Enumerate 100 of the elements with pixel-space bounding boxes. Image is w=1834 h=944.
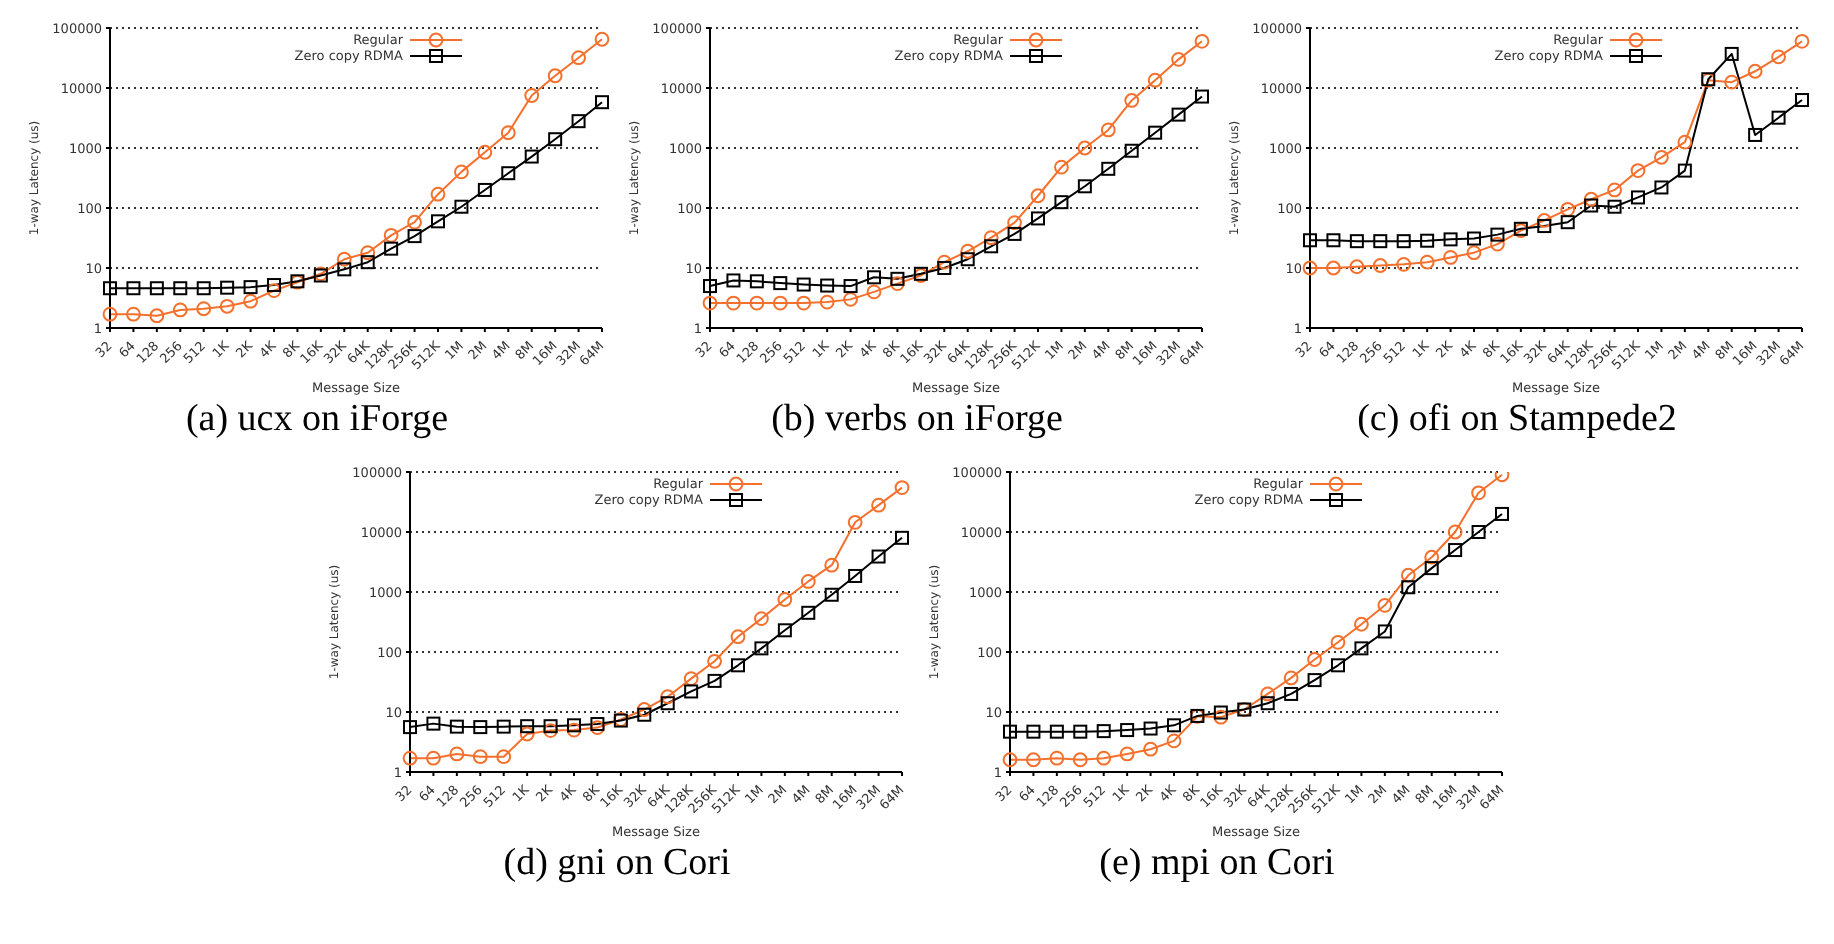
point [1535, 213, 1551, 228]
point [429, 186, 445, 202]
point [1489, 227, 1504, 242]
point [1170, 51, 1185, 67]
point [1399, 567, 1415, 583]
point [1489, 236, 1504, 252]
point [1095, 750, 1111, 766]
point [1194, 89, 1208, 104]
point [725, 273, 740, 288]
point [936, 261, 951, 275]
text: (d) gni on Cori [503, 840, 731, 888]
point [242, 280, 257, 295]
point [402, 720, 416, 735]
point [523, 88, 539, 103]
point [1123, 143, 1138, 158]
point [1470, 485, 1485, 501]
point [753, 611, 768, 627]
point [1494, 506, 1508, 521]
point [870, 497, 885, 513]
point [570, 114, 585, 129]
point [101, 306, 117, 322]
point [359, 245, 375, 261]
point [725, 295, 740, 311]
point [1053, 195, 1068, 210]
point [729, 629, 745, 645]
point [846, 514, 862, 530]
point [519, 719, 534, 734]
point [889, 271, 904, 286]
point [102, 281, 116, 296]
point [1470, 525, 1485, 539]
point [1118, 746, 1134, 762]
point [219, 280, 234, 295]
point [935, 254, 951, 270]
point [1582, 191, 1598, 207]
point [635, 702, 651, 717]
point [1348, 259, 1364, 275]
point [472, 720, 487, 735]
point [1376, 597, 1392, 613]
point [795, 277, 810, 292]
point [1653, 149, 1668, 165]
point [1466, 231, 1480, 246]
point [1676, 134, 1692, 150]
point [430, 214, 444, 229]
point [1559, 201, 1575, 217]
point [1259, 696, 1274, 711]
point [1165, 733, 1181, 749]
point [1142, 721, 1157, 736]
point [1048, 724, 1063, 739]
point [1676, 163, 1691, 178]
point [1371, 258, 1387, 273]
point [523, 149, 538, 164]
point [1446, 524, 1462, 540]
point [453, 164, 468, 180]
point [547, 132, 562, 147]
point [799, 574, 815, 589]
point [1329, 634, 1345, 650]
point [894, 530, 908, 545]
point [1302, 233, 1316, 248]
point [1119, 723, 1134, 738]
point [1095, 724, 1110, 739]
point [771, 295, 787, 311]
point [218, 298, 234, 314]
point [748, 274, 763, 289]
point [1146, 72, 1162, 88]
point [1376, 624, 1391, 639]
point [148, 281, 163, 296]
point [1076, 140, 1092, 156]
point [1559, 215, 1574, 230]
point [425, 716, 440, 731]
point [471, 749, 487, 765]
point [336, 262, 351, 277]
point [865, 284, 881, 300]
point [1301, 260, 1317, 276]
point [819, 278, 834, 293]
point [125, 306, 140, 322]
point [1025, 752, 1040, 768]
point [1536, 219, 1551, 234]
point [382, 227, 398, 243]
point [1400, 580, 1415, 595]
point [889, 276, 904, 291]
point [1395, 256, 1411, 272]
point [847, 568, 862, 583]
point [570, 50, 585, 66]
point [748, 295, 764, 311]
point [1423, 549, 1439, 565]
point [335, 251, 351, 267]
point [171, 302, 187, 318]
point [566, 718, 580, 733]
point [1100, 161, 1115, 176]
point [476, 144, 492, 160]
point [983, 239, 998, 254]
point [1006, 215, 1021, 231]
point [659, 689, 675, 705]
point [1395, 234, 1410, 249]
point [1071, 752, 1087, 768]
point [1325, 260, 1340, 276]
point [772, 276, 787, 291]
point [1099, 122, 1115, 138]
point [1348, 234, 1363, 249]
point [406, 229, 421, 244]
